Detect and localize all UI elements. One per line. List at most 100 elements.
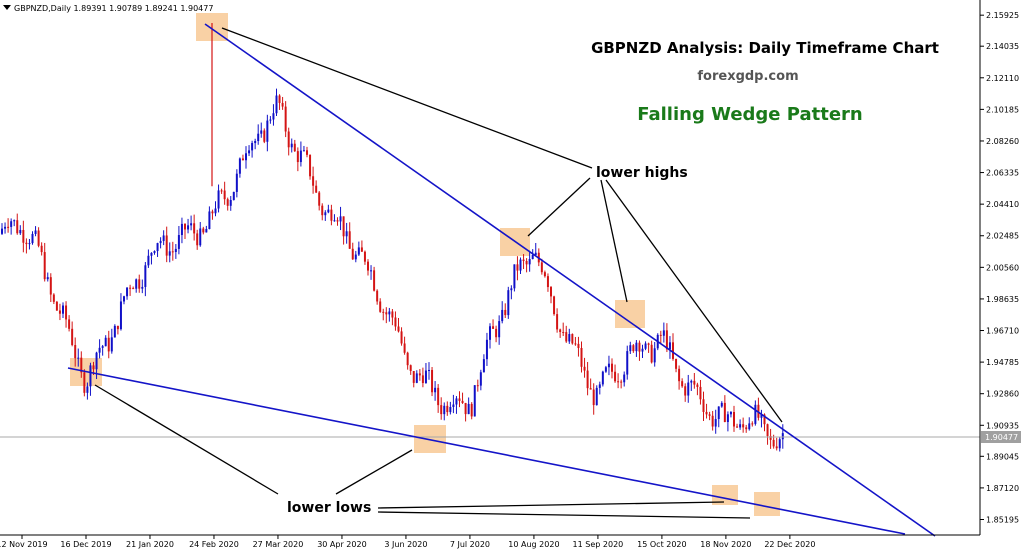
candle-body xyxy=(190,223,193,226)
y-tick-label: 1.92860 xyxy=(986,390,1019,399)
pointer-line xyxy=(377,501,725,509)
candle-body xyxy=(351,248,354,260)
candle-body xyxy=(217,190,220,209)
candle-body xyxy=(119,301,122,330)
candle-body xyxy=(742,424,745,428)
x-tick-label: 18 Nov 2020 xyxy=(700,540,751,549)
candle-body xyxy=(684,386,687,396)
candle-body xyxy=(748,423,751,430)
candle-body xyxy=(107,337,110,352)
candle-body xyxy=(543,272,546,277)
candle-body xyxy=(440,405,443,415)
candle-body xyxy=(360,247,363,252)
candle-body xyxy=(165,235,168,256)
candle-body xyxy=(696,384,699,387)
candle-body xyxy=(464,402,467,415)
candle-body xyxy=(266,120,269,142)
candle-body xyxy=(495,328,498,338)
candle-body xyxy=(726,414,729,423)
pointer-line xyxy=(605,179,783,423)
candle-body xyxy=(507,290,510,316)
candle-body xyxy=(431,369,434,393)
candle-body xyxy=(357,247,360,255)
candle-body xyxy=(132,288,135,290)
candle-body xyxy=(470,403,473,417)
candle-body xyxy=(13,220,16,222)
pointer-line xyxy=(94,384,279,495)
candle-body xyxy=(214,208,217,214)
candle-body xyxy=(614,371,617,382)
candle-body xyxy=(458,398,461,401)
candle-body xyxy=(394,317,397,327)
lower-highs-label: lower highs xyxy=(596,165,688,181)
candle-body xyxy=(245,153,247,161)
current-price-tag xyxy=(981,431,1021,443)
candle-body xyxy=(729,412,732,415)
candle-body xyxy=(397,326,400,332)
candle-body xyxy=(238,158,241,174)
candle-body xyxy=(528,259,531,265)
candle-body xyxy=(34,230,37,234)
candle-body xyxy=(571,334,574,344)
candle-body xyxy=(778,439,781,449)
candle-body xyxy=(37,230,40,246)
candle-body xyxy=(708,414,711,416)
candle-body xyxy=(424,370,427,384)
candle-body xyxy=(138,279,141,289)
candle-body xyxy=(68,319,71,329)
time-axis[interactable]: 12 Nov 2019 16 Dec 2019 21 Jan 2020 24 Feb … xyxy=(0,534,980,549)
candle-body xyxy=(586,370,589,389)
candle-body xyxy=(376,290,379,302)
annotation-pointers xyxy=(94,27,783,519)
candle-body xyxy=(312,176,315,186)
candle-body xyxy=(284,106,287,132)
candle-body xyxy=(62,305,64,314)
candle-body xyxy=(461,400,464,403)
candle-body xyxy=(287,131,290,148)
candle-body xyxy=(589,388,592,390)
candle-body xyxy=(604,367,607,372)
candle-body xyxy=(205,229,208,233)
candle-body xyxy=(574,343,577,345)
candle-body xyxy=(492,326,495,329)
candle-body xyxy=(296,151,299,163)
candle-body xyxy=(540,262,543,273)
x-tick-label: 21 Jan 2020 xyxy=(126,540,174,549)
candle-body xyxy=(403,343,406,353)
candle-body xyxy=(89,365,92,387)
y-tick-label: 1.98635 xyxy=(986,295,1019,304)
candle-body xyxy=(556,314,559,330)
candle-body xyxy=(498,321,501,338)
candle-body xyxy=(510,288,513,291)
candle-body xyxy=(293,143,296,152)
candle-body xyxy=(687,382,690,396)
pointer-line xyxy=(335,449,413,495)
candle-body xyxy=(647,343,650,345)
candle-body xyxy=(55,301,58,311)
candle-body xyxy=(180,223,183,236)
price-axis[interactable]: 2.15925 2.14035 2.12110 2.10185 2.08260 2.063… xyxy=(979,0,1021,535)
candle-body xyxy=(476,385,479,387)
candle-body xyxy=(693,380,696,385)
y-tick-label: 1.87120 xyxy=(986,484,1019,493)
candlestick-series xyxy=(1,22,784,452)
x-tick-label: 15 Oct 2020 xyxy=(637,540,686,549)
candle-body xyxy=(553,296,556,315)
candle-body xyxy=(534,252,537,255)
candle-body xyxy=(409,365,412,371)
chart-source: forexgdp.com xyxy=(697,69,798,84)
x-tick-label: 3 Jun 2020 xyxy=(384,540,427,549)
candle-body xyxy=(229,199,232,206)
candle-body xyxy=(275,95,278,114)
candle-body xyxy=(675,358,678,369)
y-tick-label: 2.10185 xyxy=(986,105,1019,114)
candle-body xyxy=(714,419,717,427)
candle-body xyxy=(620,381,623,383)
y-tick-label: 2.15925 xyxy=(986,11,1019,20)
x-tick-label: 16 Dec 2019 xyxy=(60,540,111,549)
candle-body xyxy=(665,330,668,350)
candle-body xyxy=(641,348,644,352)
candle-body xyxy=(516,264,519,271)
candle-body xyxy=(711,415,714,427)
